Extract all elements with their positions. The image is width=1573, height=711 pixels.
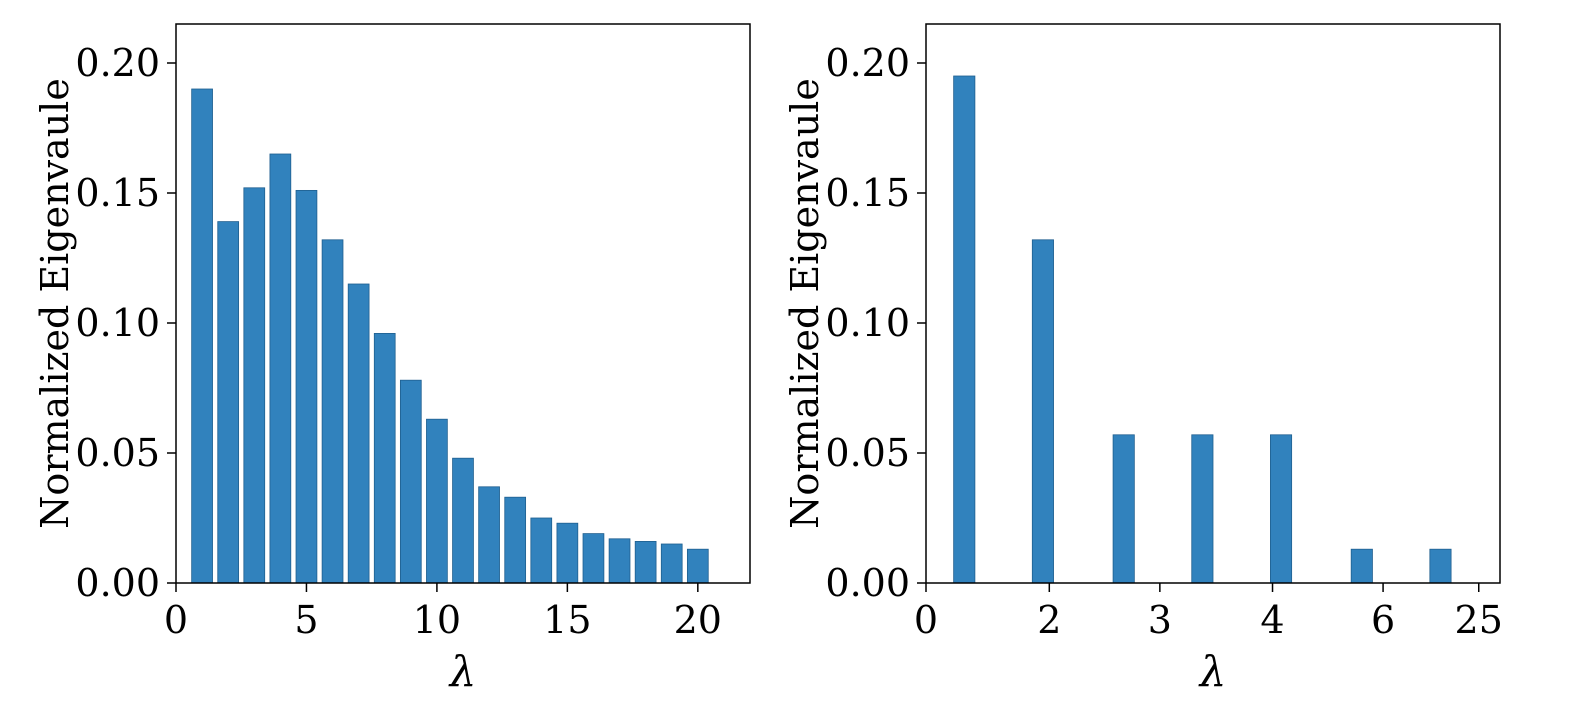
y-tick-label: 0.20 [825, 41, 910, 85]
x-tick-label: 6 [1371, 598, 1395, 642]
bar [686, 548, 709, 584]
bar [243, 187, 266, 584]
bar [191, 88, 213, 584]
bar [269, 153, 292, 584]
bar [953, 75, 976, 584]
left-bar-chart: 0.00 0.05 0.10 0.15 0.20 0 5 10 15 20 λ Normalized … [33, 23, 751, 696]
y-tick-label: 0.10 [75, 301, 160, 345]
x-tick-label: 15 [543, 598, 591, 642]
bar [373, 332, 396, 584]
x-tick-label: 10 [413, 598, 461, 642]
bar [478, 486, 500, 584]
bar [608, 538, 631, 584]
x-tick-label: 3 [1148, 598, 1172, 642]
bar [582, 533, 605, 584]
y-tick-label: 0.10 [825, 301, 910, 345]
bar [399, 379, 422, 584]
bar [530, 517, 553, 584]
y-tick-label: 0.15 [825, 171, 910, 215]
bar [1112, 434, 1135, 584]
bar [504, 496, 527, 584]
bar [1270, 434, 1293, 584]
y-tick-label: 0.05 [75, 431, 160, 475]
bar [1350, 548, 1373, 584]
plot-frame [175, 23, 751, 584]
x-tick-label: 4 [1260, 598, 1284, 642]
x-tick-label: 0 [914, 598, 938, 642]
x-axis-label: λ [448, 647, 477, 696]
bar [347, 283, 370, 584]
x-tick-label: 25 [1455, 598, 1503, 642]
bar [1429, 548, 1452, 584]
bar [452, 457, 474, 584]
y-tick-label: 0.05 [825, 431, 910, 475]
bar [634, 541, 657, 584]
y-axis-label: Normalized Eigenvaule [783, 78, 827, 529]
bar [1031, 239, 1054, 584]
right-bar-chart: 0.00 0.05 0.10 0.15 0.20 0 2 3 4 6 25 λ Normalized E… [783, 23, 1503, 696]
x-tick-label: 0 [164, 598, 188, 642]
x-tick-label: 2 [1037, 598, 1061, 642]
y-tick-label: 0.20 [75, 41, 160, 85]
bar [321, 239, 344, 584]
x-axis-label: λ [1198, 647, 1227, 696]
bar [426, 418, 448, 584]
plot-frame [925, 23, 1501, 584]
y-tick-label: 0.00 [75, 561, 160, 605]
bar [660, 543, 683, 584]
bar [556, 522, 579, 584]
bar [295, 189, 318, 584]
x-tick-label: 5 [294, 598, 318, 642]
y-axis-label: Normalized Eigenvaule [33, 78, 77, 529]
y-tick-label: 0.00 [825, 561, 910, 605]
y-tick-label: 0.15 [75, 171, 160, 215]
bar [1191, 434, 1214, 584]
x-tick-label: 20 [674, 598, 722, 642]
bar [217, 221, 240, 584]
